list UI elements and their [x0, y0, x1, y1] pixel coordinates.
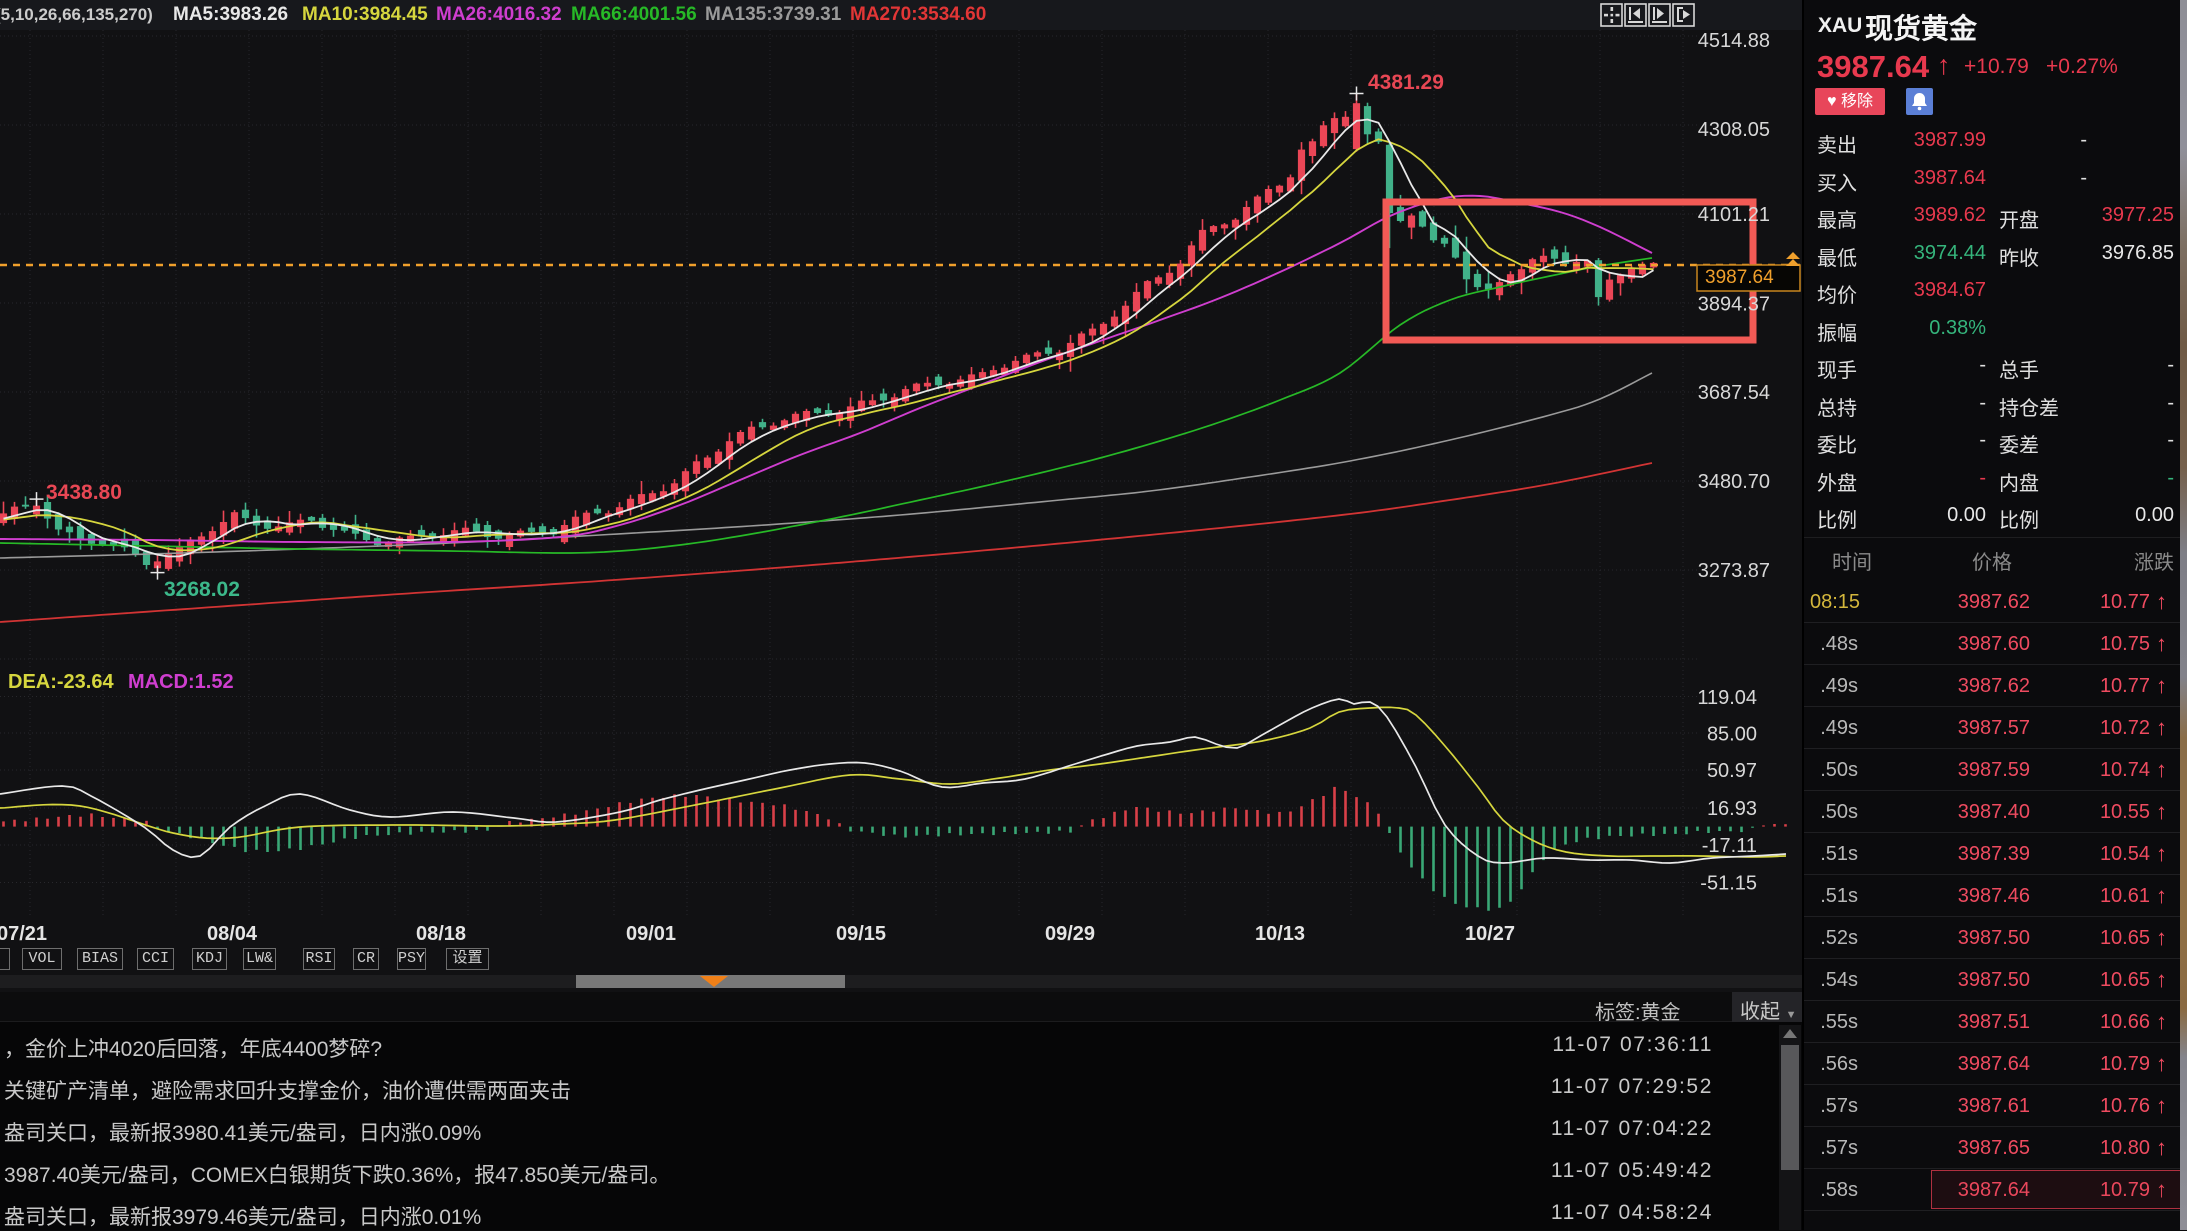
svg-text:4381.29: 4381.29 — [1368, 71, 1444, 94]
svg-text:3273.87: 3273.87 — [1698, 560, 1770, 582]
svg-text:4514.88: 4514.88 — [1698, 30, 1770, 52]
svg-text:4308.05: 4308.05 — [1698, 119, 1770, 141]
svg-text:MACD:1.52: MACD:1.52 — [128, 671, 234, 693]
svg-text:3268.02: 3268.02 — [164, 578, 240, 601]
svg-text:08/18: 08/18 — [416, 923, 466, 945]
svg-text:09/15: 09/15 — [836, 923, 886, 945]
svg-text:50.97: 50.97 — [1707, 760, 1757, 782]
svg-text:09/01: 09/01 — [626, 923, 676, 945]
svg-text:119.04: 119.04 — [1697, 687, 1757, 709]
svg-text:16.93: 16.93 — [1707, 798, 1757, 820]
svg-text:08/04: 08/04 — [207, 923, 258, 945]
svg-text:85.00: 85.00 — [1707, 724, 1757, 746]
svg-text:3438.80: 3438.80 — [46, 481, 122, 504]
svg-text:09/29: 09/29 — [1045, 923, 1095, 945]
svg-text:-17.11: -17.11 — [1702, 835, 1757, 857]
svg-text:3987.64: 3987.64 — [1705, 267, 1774, 288]
svg-text:4101.21: 4101.21 — [1698, 204, 1770, 226]
svg-text:3894.37: 3894.37 — [1698, 294, 1770, 316]
svg-text:3480.70: 3480.70 — [1698, 471, 1770, 493]
svg-text:10/27: 10/27 — [1465, 923, 1515, 945]
svg-text:3687.54: 3687.54 — [1698, 382, 1770, 404]
svg-text:10/13: 10/13 — [1255, 923, 1305, 945]
svg-text:-51.15: -51.15 — [1700, 873, 1757, 895]
svg-text:07/21: 07/21 — [0, 923, 47, 945]
svg-text:DEA:-23.64: DEA:-23.64 — [8, 671, 114, 693]
